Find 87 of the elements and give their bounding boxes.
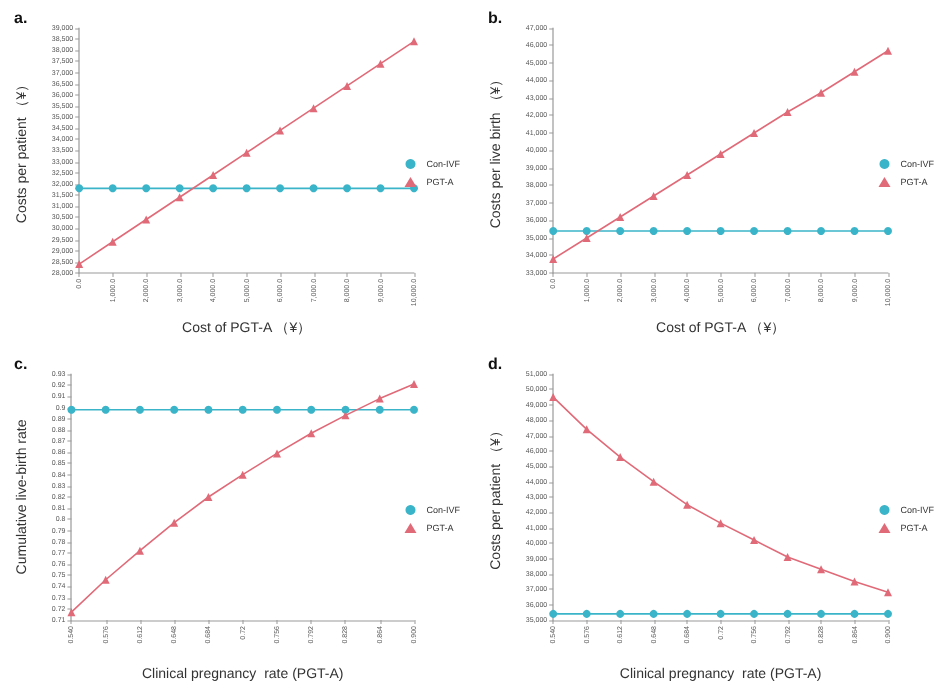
point bbox=[817, 226, 826, 235]
point bbox=[616, 609, 625, 618]
point bbox=[884, 609, 892, 618]
point bbox=[209, 170, 218, 179]
chart-title: d. bbox=[488, 355, 503, 373]
line-series bbox=[549, 46, 892, 263]
point bbox=[135, 546, 144, 555]
point bbox=[309, 104, 318, 113]
chart-title: b. bbox=[488, 9, 503, 27]
point bbox=[276, 184, 285, 193]
point bbox=[817, 609, 826, 618]
point bbox=[716, 609, 725, 618]
point bbox=[850, 577, 859, 586]
point bbox=[683, 500, 692, 509]
point bbox=[582, 609, 591, 618]
point bbox=[616, 212, 625, 221]
point bbox=[616, 226, 625, 235]
point bbox=[272, 405, 281, 414]
point bbox=[817, 565, 826, 574]
point bbox=[175, 184, 184, 193]
point bbox=[683, 226, 692, 235]
point bbox=[410, 380, 418, 389]
point bbox=[750, 128, 759, 137]
point bbox=[549, 254, 558, 263]
point bbox=[376, 59, 385, 68]
point bbox=[108, 237, 117, 246]
point bbox=[343, 81, 352, 90]
point bbox=[582, 226, 591, 235]
point bbox=[242, 148, 251, 157]
point bbox=[750, 226, 759, 235]
point bbox=[142, 215, 151, 224]
point bbox=[549, 226, 558, 235]
point bbox=[375, 394, 384, 403]
point bbox=[817, 88, 826, 97]
point bbox=[649, 609, 658, 618]
point bbox=[850, 67, 859, 76]
point bbox=[649, 226, 658, 235]
point bbox=[649, 191, 658, 200]
point bbox=[716, 519, 725, 528]
point bbox=[101, 405, 110, 414]
point bbox=[204, 493, 213, 501]
point bbox=[783, 609, 792, 618]
point bbox=[75, 184, 84, 193]
point bbox=[410, 405, 418, 414]
point bbox=[549, 393, 558, 402]
point bbox=[683, 170, 692, 179]
point bbox=[170, 405, 179, 414]
point bbox=[309, 184, 318, 193]
point bbox=[343, 184, 352, 193]
point bbox=[750, 536, 759, 545]
point bbox=[783, 552, 792, 561]
chart-title: a. bbox=[14, 9, 28, 27]
line-series bbox=[67, 380, 418, 617]
point bbox=[783, 226, 792, 235]
point bbox=[108, 184, 117, 193]
point bbox=[209, 184, 218, 193]
point bbox=[272, 449, 281, 458]
point bbox=[616, 453, 625, 462]
point bbox=[884, 588, 892, 597]
point bbox=[376, 184, 385, 193]
point bbox=[716, 226, 725, 235]
point bbox=[683, 609, 692, 618]
point bbox=[850, 226, 859, 235]
point bbox=[75, 260, 84, 269]
point bbox=[410, 37, 418, 46]
point bbox=[582, 233, 591, 242]
point bbox=[375, 405, 384, 414]
point bbox=[307, 405, 316, 414]
point bbox=[884, 226, 892, 235]
point bbox=[238, 405, 247, 414]
point bbox=[101, 575, 110, 584]
point bbox=[142, 184, 151, 193]
point bbox=[549, 609, 558, 618]
point bbox=[649, 477, 658, 486]
point bbox=[170, 518, 179, 527]
point bbox=[242, 184, 251, 193]
chart-title: c. bbox=[14, 355, 28, 373]
point bbox=[884, 46, 892, 55]
point bbox=[750, 609, 759, 618]
point bbox=[716, 149, 725, 158]
point bbox=[341, 411, 350, 420]
point bbox=[204, 405, 213, 414]
point bbox=[783, 107, 792, 116]
point bbox=[238, 470, 247, 479]
point bbox=[67, 608, 76, 617]
point bbox=[135, 405, 144, 414]
point bbox=[850, 609, 859, 618]
